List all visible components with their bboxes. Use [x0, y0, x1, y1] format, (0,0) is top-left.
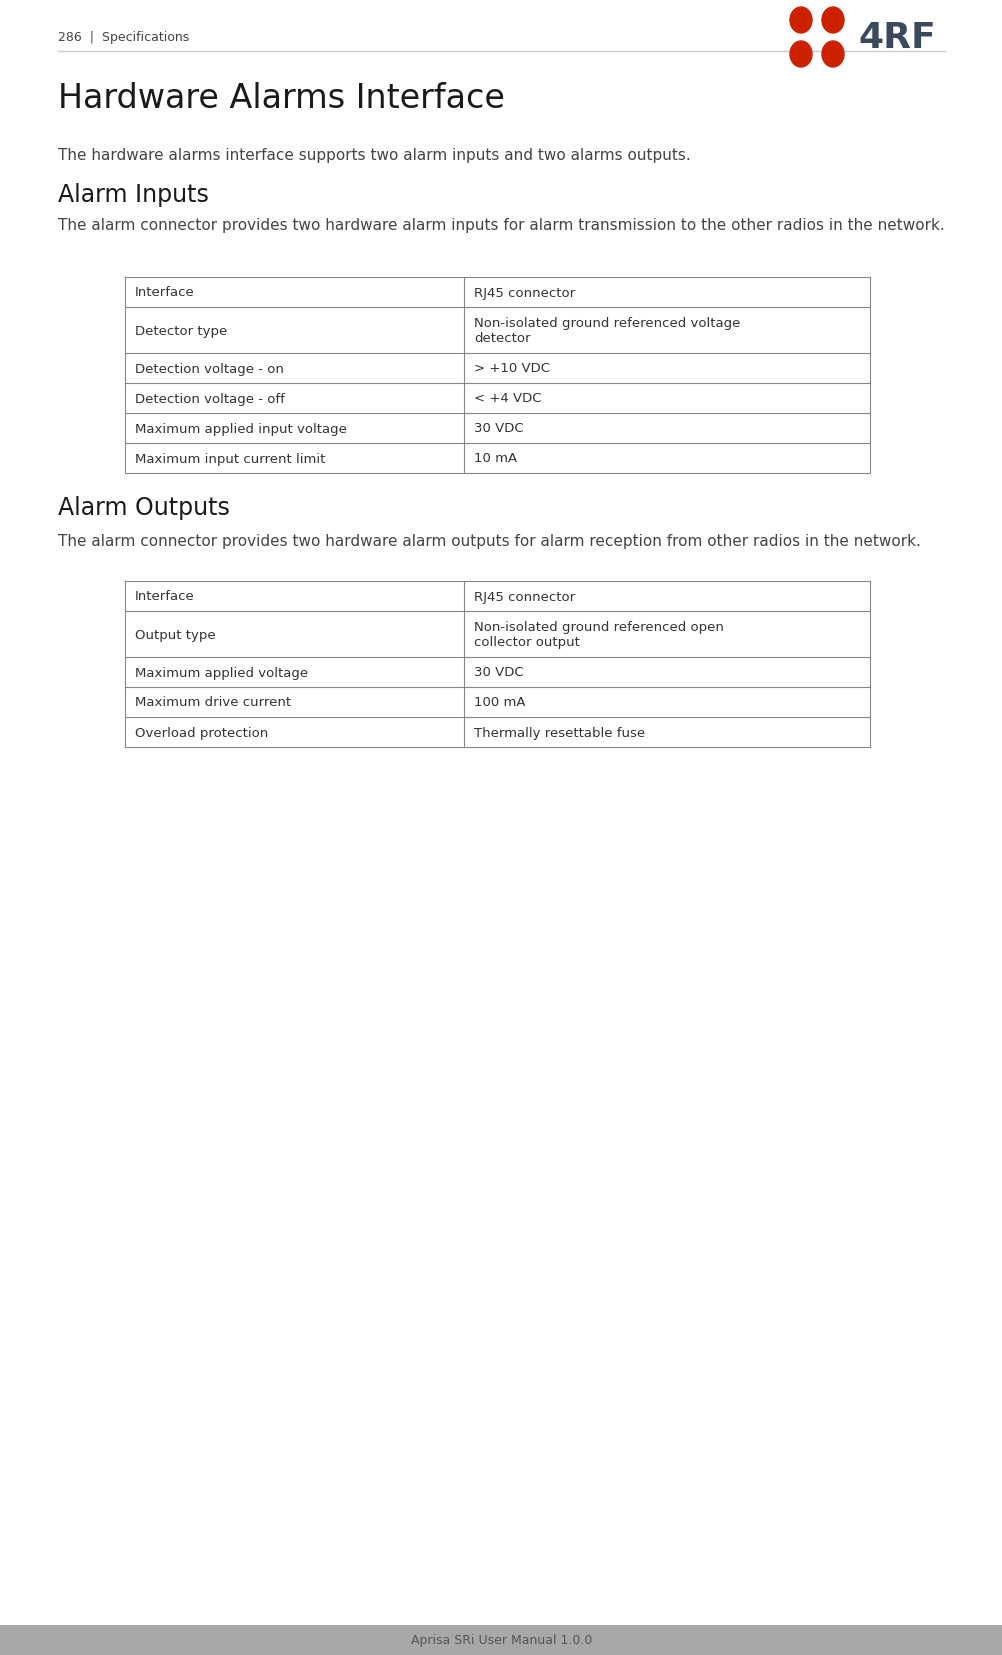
Bar	[125, 384, 869, 414]
Bar	[0, 1625, 1002, 1655]
Text: Overload protection: Overload protection	[135, 727, 268, 740]
Ellipse shape	[822, 8, 843, 35]
Bar	[125, 308, 869, 354]
Text: 30 VDC: 30 VDC	[474, 665, 523, 679]
Text: 286  |  Specifications: 286 | Specifications	[58, 31, 189, 45]
Text: Interface: Interface	[135, 286, 194, 300]
Text: Maximum applied input voltage: Maximum applied input voltage	[135, 422, 347, 435]
Ellipse shape	[822, 41, 843, 68]
Text: Aprisa SRi User Manual 1.0.0: Aprisa SRi User Manual 1.0.0	[411, 1633, 591, 1647]
Text: > +10 VDC: > +10 VDC	[474, 362, 549, 376]
Ellipse shape	[790, 8, 812, 35]
Bar	[125, 414, 869, 444]
Bar	[125, 354, 869, 384]
Text: Hardware Alarms Interface: Hardware Alarms Interface	[58, 83, 504, 114]
Text: Maximum applied voltage: Maximum applied voltage	[135, 665, 308, 679]
Text: The hardware alarms interface supports two alarm inputs and two alarms outputs.: The hardware alarms interface supports t…	[58, 147, 690, 162]
Text: RJ45 connector: RJ45 connector	[474, 286, 574, 300]
Ellipse shape	[790, 41, 812, 68]
Text: Alarm Outputs: Alarm Outputs	[58, 496, 229, 520]
Bar	[125, 718, 869, 748]
Text: 30 VDC: 30 VDC	[474, 422, 523, 435]
Bar	[125, 444, 869, 473]
Text: Non-isolated ground referenced open
collector output: Non-isolated ground referenced open coll…	[474, 621, 723, 649]
Text: Detector type: Detector type	[135, 324, 227, 338]
Text: Output type: Output type	[135, 629, 215, 640]
Bar	[125, 581, 869, 612]
Text: The alarm connector provides two hardware alarm outputs for alarm reception from: The alarm connector provides two hardwar…	[58, 533, 920, 549]
Bar	[125, 657, 869, 687]
Text: 100 mA: 100 mA	[474, 697, 525, 708]
Text: < +4 VDC: < +4 VDC	[474, 392, 541, 405]
Text: RJ45 connector: RJ45 connector	[474, 591, 574, 602]
Text: Detection voltage - on: Detection voltage - on	[135, 362, 284, 376]
Text: Alarm Inputs: Alarm Inputs	[58, 184, 208, 207]
Text: 4RF: 4RF	[857, 22, 935, 55]
Text: Detection voltage - off: Detection voltage - off	[135, 392, 285, 405]
Text: Interface: Interface	[135, 591, 194, 602]
Bar	[125, 278, 869, 308]
Text: Maximum drive current: Maximum drive current	[135, 697, 291, 708]
Text: Maximum input current limit: Maximum input current limit	[135, 452, 325, 465]
Text: The alarm connector provides two hardware alarm inputs for alarm transmission to: The alarm connector provides two hardwar…	[58, 218, 944, 233]
Text: Non-isolated ground referenced voltage
detector: Non-isolated ground referenced voltage d…	[474, 316, 739, 344]
Text: Thermally resettable fuse: Thermally resettable fuse	[474, 727, 644, 740]
Text: 10 mA: 10 mA	[474, 452, 517, 465]
Bar	[125, 612, 869, 657]
Bar	[125, 687, 869, 718]
